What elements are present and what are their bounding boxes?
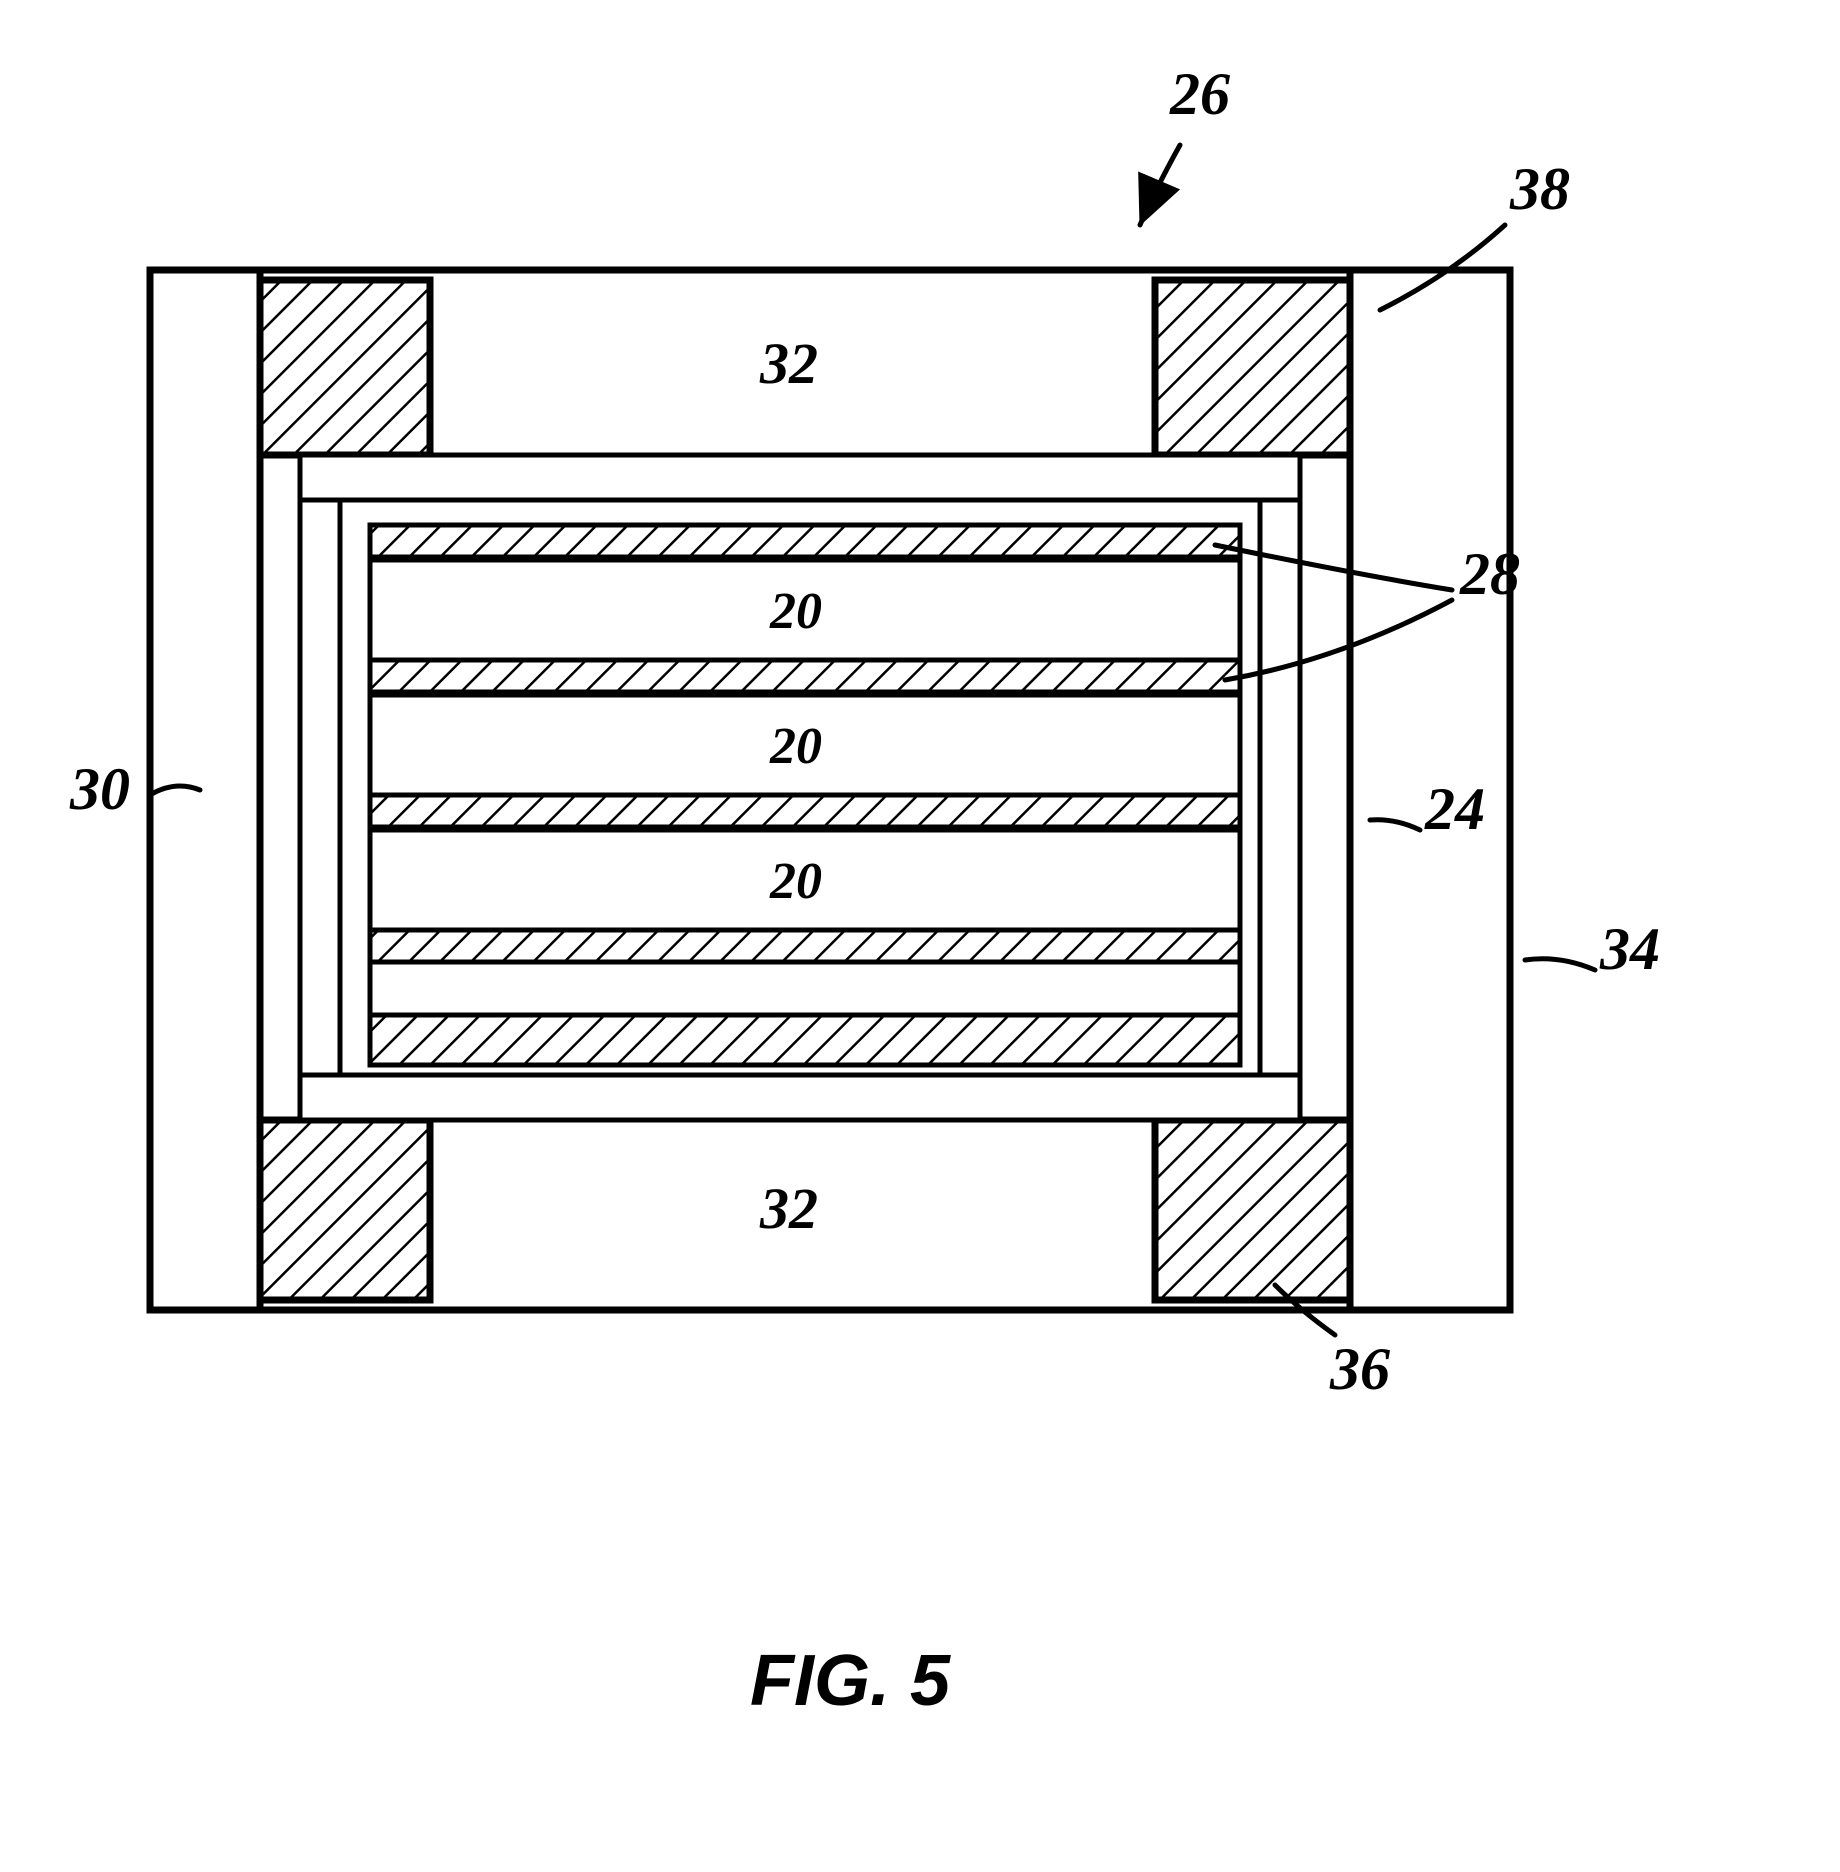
figure-stage: 323220202026382830243436FIG. 5 xyxy=(0,0,1840,1872)
figure-svg xyxy=(0,0,1840,1872)
